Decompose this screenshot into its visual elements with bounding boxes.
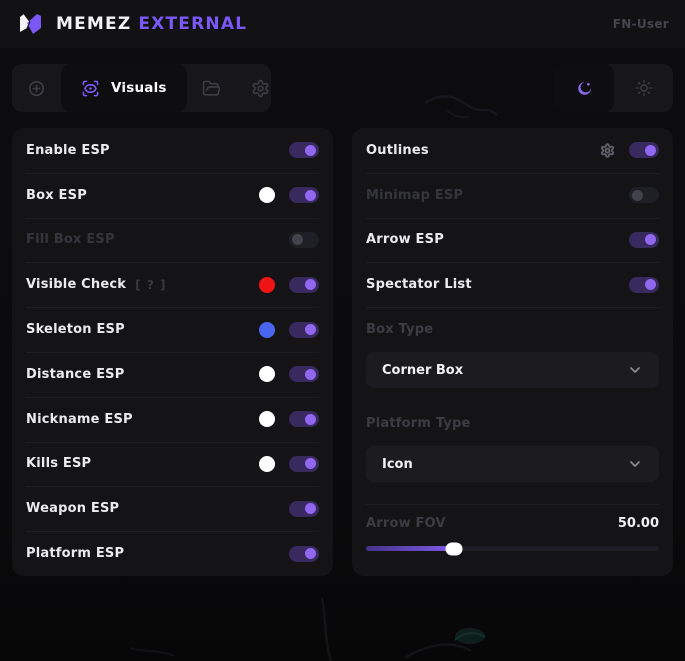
skeleton-esp-toggle[interactable] — [289, 321, 319, 338]
setting-label: Fill Box ESP — [26, 232, 115, 248]
setting-label: Weapon ESP — [26, 501, 120, 517]
setting-label: Platform ESP — [26, 546, 125, 562]
setting-label: Visible Check — [26, 277, 127, 293]
minimap-esp-toggle[interactable] — [629, 187, 659, 204]
nickname-esp-toggle[interactable] — [289, 411, 319, 428]
color-swatch[interactable] — [259, 276, 275, 293]
platform-type-value: Icon — [382, 456, 413, 472]
setting-row-spectator-list: Spectator List — [366, 262, 659, 307]
gear-icon — [252, 79, 269, 97]
setting-label: Arrow ESP — [366, 232, 444, 248]
setting-row-enable-esp: Enable ESP — [26, 128, 319, 173]
setting-label: Minimap ESP — [366, 187, 464, 203]
setting-row-fill-box-esp: Fill Box ESP — [26, 217, 319, 263]
divider — [366, 307, 659, 309]
setting-row-distance-esp: Distance ESP — [26, 351, 319, 397]
platform-type-select[interactable]: Icon — [366, 446, 659, 483]
moon-icon — [577, 81, 591, 95]
setting-row-minimap-esp: Minimap ESP — [366, 172, 659, 218]
tab-configs[interactable] — [187, 64, 236, 112]
box-esp-toggle[interactable] — [289, 187, 319, 204]
divider — [366, 504, 659, 506]
setting-label: Nickname ESP — [26, 411, 133, 427]
weapon-esp-toggle[interactable] — [289, 500, 319, 517]
setting-row-visible-check: Visible Check [ ? ] — [26, 262, 319, 307]
theme-switch — [555, 64, 673, 112]
setting-row-outlines: Outlines — [366, 128, 659, 173]
setting-row-kills-esp: Kills ESP — [26, 441, 319, 487]
setting-label: Outlines — [366, 142, 429, 158]
box-type-select[interactable]: Corner Box — [366, 352, 659, 389]
theme-light-button[interactable] — [614, 64, 673, 112]
arrow-fov-row: Arrow FOV 50.00 — [366, 516, 659, 531]
nav-toolbar: Visuals — [12, 64, 271, 112]
tab-settings[interactable] — [236, 64, 285, 112]
app-header: MEMEZ EXTERNAL FN-User — [0, 0, 685, 48]
brand-title: MEMEZ EXTERNAL — [56, 14, 247, 34]
enable-esp-toggle[interactable] — [289, 142, 319, 159]
setting-row-skeleton-esp: Skeleton ESP — [26, 307, 319, 352]
setting-row-weapon-esp: Weapon ESP — [26, 486, 319, 531]
setting-label: Kills ESP — [26, 456, 92, 472]
spectator-list-toggle[interactable] — [629, 276, 659, 293]
platform-esp-toggle[interactable] — [289, 545, 319, 562]
tab-visuals-label: Visuals — [111, 80, 167, 96]
color-swatch[interactable] — [259, 321, 275, 338]
brand-logo-icon — [20, 13, 41, 34]
outlines-toggle[interactable] — [629, 142, 659, 159]
crosshair-icon — [28, 80, 45, 96]
setting-row-platform-esp: Platform ESP — [26, 531, 319, 576]
setting-row-arrow-esp: Arrow ESP — [366, 217, 659, 263]
platform-type-label: Platform Type — [366, 416, 471, 432]
sun-icon — [635, 79, 652, 97]
kills-esp-toggle[interactable] — [289, 455, 319, 472]
setting-label: Spectator List — [366, 277, 472, 293]
color-swatch[interactable] — [259, 187, 275, 204]
chevron-down-icon — [627, 456, 643, 472]
setting-row-nickname-esp: Nickname ESP — [26, 396, 319, 442]
arrow-fov-slider[interactable] — [366, 542, 659, 556]
theme-dark-button[interactable] — [555, 64, 614, 112]
help-hint: [ ? ] — [135, 277, 167, 292]
slider-handle[interactable] — [445, 542, 463, 556]
visible-check-toggle[interactable] — [289, 276, 319, 293]
slider-fill — [366, 546, 454, 552]
tab-aimbot[interactable] — [12, 64, 61, 112]
arrow-fov-value: 50.00 — [617, 516, 659, 532]
fill-box-esp-toggle[interactable] — [289, 231, 319, 248]
box-type-value: Corner Box — [382, 362, 464, 378]
folder-open-icon — [202, 80, 220, 96]
color-swatch[interactable] — [259, 366, 275, 383]
tab-visuals[interactable]: Visuals — [61, 64, 187, 112]
arrow-fov-label: Arrow FOV — [366, 516, 446, 532]
chevron-down-icon — [627, 362, 643, 378]
setting-label: Enable ESP — [26, 142, 110, 158]
box-type-label: Box Type — [366, 322, 434, 338]
username-label: FN-User — [612, 17, 669, 31]
arrow-esp-toggle[interactable] — [629, 231, 659, 248]
brand-secondary: EXTERNAL — [138, 14, 248, 34]
setting-row-box-esp: Box ESP — [26, 172, 319, 218]
color-swatch[interactable] — [259, 411, 275, 428]
scan-eye-icon — [81, 79, 100, 98]
color-swatch[interactable] — [259, 455, 275, 472]
setting-label: Distance ESP — [26, 366, 125, 382]
outlines-settings-gear-icon[interactable] — [600, 143, 615, 158]
esp-settings-panel: Enable ESP Box ESP Fill Box ESP Visible … — [12, 128, 333, 576]
setting-label: Skeleton ESP — [26, 322, 125, 338]
distance-esp-toggle[interactable] — [289, 366, 319, 383]
setting-label: Box ESP — [26, 187, 87, 203]
visuals-options-panel: Outlines Minimap ESP Arrow ESP Spectator… — [352, 128, 673, 576]
brand-primary: MEMEZ — [56, 14, 132, 34]
